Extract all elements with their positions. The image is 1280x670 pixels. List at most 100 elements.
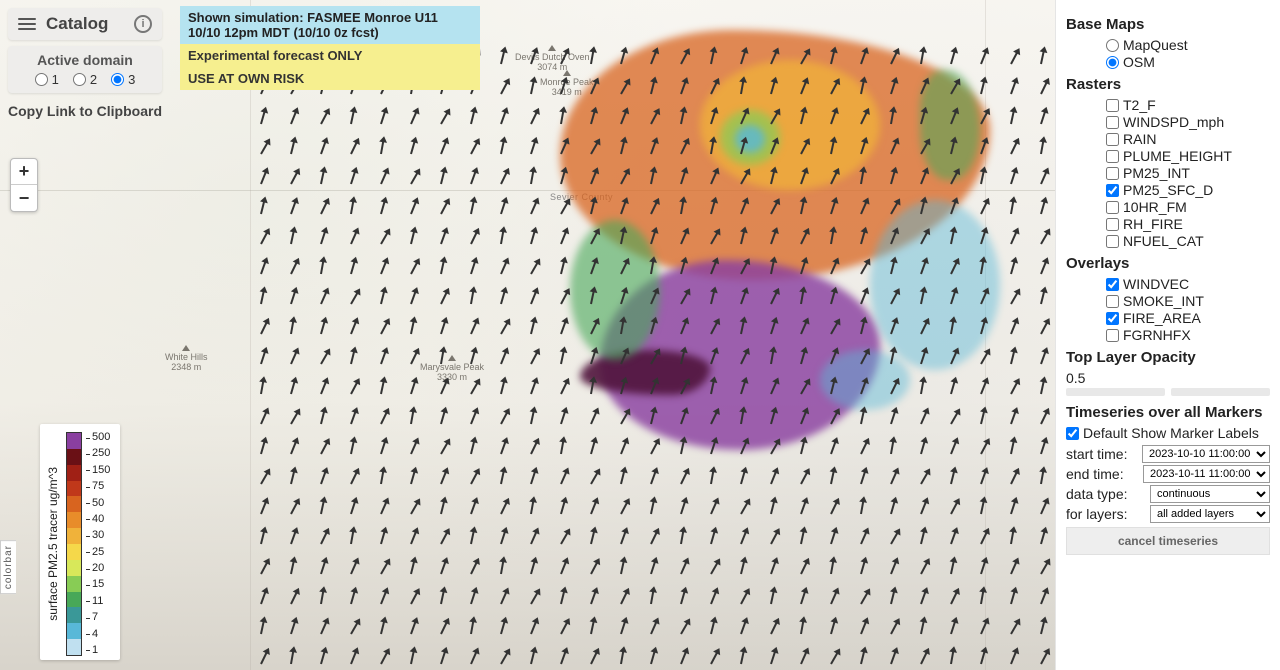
layer-toggle-MapQuest[interactable] xyxy=(1106,39,1119,52)
colorbar-swatch xyxy=(67,449,81,465)
start-time-label: start time: xyxy=(1066,446,1127,462)
layers-panel: Base Maps MapQuestOSM Rasters T2_FWINDSP… xyxy=(1055,0,1280,670)
colorbar-tick: 250 xyxy=(86,448,110,459)
copy-link-button[interactable]: Copy Link to Clipboard xyxy=(8,99,162,123)
menu-icon[interactable] xyxy=(18,18,36,30)
colorbar-tick: 15 xyxy=(86,579,110,590)
colorbar-swatch xyxy=(67,544,81,560)
colorbar-swatch xyxy=(67,496,81,512)
layer-label: PLUME_HEIGHT xyxy=(1123,148,1232,164)
rasters-title: Rasters xyxy=(1066,76,1270,93)
layer-label: 10HR_FM xyxy=(1123,199,1187,215)
sim-banner: Shown simulation: FASMEE Monroe U11 10/1… xyxy=(180,6,480,44)
colorbar-tick: 30 xyxy=(86,530,110,541)
colorbar-tick: 1 xyxy=(86,645,110,656)
warn-banner-2: USE AT OWN RISK xyxy=(180,67,480,90)
marker-labels-text: Default Show Marker Labels xyxy=(1083,425,1259,441)
layer-item-RH_FIRE: RH_FIRE xyxy=(1106,216,1270,232)
layer-toggle-WINDVEC[interactable] xyxy=(1106,278,1119,291)
domain-option-3[interactable]: 3 xyxy=(111,72,135,87)
overlays-title: Overlays xyxy=(1066,255,1270,272)
colorbar-swatch xyxy=(67,576,81,592)
zoom-control: + − xyxy=(10,158,38,212)
colorbar-tick: 7 xyxy=(86,612,110,623)
cancel-timeseries-button[interactable]: cancel timeseries xyxy=(1066,527,1270,555)
layer-item-WINDVEC: WINDVEC xyxy=(1106,276,1270,292)
layer-toggle-RH_FIRE[interactable] xyxy=(1106,218,1119,231)
peak-label: Devils Dutch Oven3074 m xyxy=(515,45,590,73)
colorbar-tick: 20 xyxy=(86,563,110,574)
heat-blob xyxy=(735,125,765,153)
layer-toggle-10HR_FM[interactable] xyxy=(1106,201,1119,214)
catalog-bar: Catalog i xyxy=(8,8,162,40)
layer-label: SMOKE_INT xyxy=(1123,293,1204,309)
zoom-out-button[interactable]: − xyxy=(11,185,37,211)
opacity-slider[interactable] xyxy=(1066,388,1270,396)
layer-label: FIRE_AREA xyxy=(1123,310,1201,326)
heat-blob xyxy=(580,350,710,395)
heat-blob xyxy=(820,350,910,410)
layer-toggle-PM25_SFC_D[interactable] xyxy=(1106,184,1119,197)
layer-item-OSM: OSM xyxy=(1106,54,1270,70)
layer-label: MapQuest xyxy=(1123,37,1188,53)
layer-label: RH_FIRE xyxy=(1123,216,1183,232)
colorbar-tick: 500 xyxy=(86,432,110,443)
catalog-title: Catalog xyxy=(46,14,108,34)
layer-item-FGRNHFX: FGRNHFX xyxy=(1106,327,1270,343)
layer-item-RAIN: RAIN xyxy=(1106,131,1270,147)
layers-label: for layers: xyxy=(1066,506,1127,522)
domain-option-1[interactable]: 1 xyxy=(35,72,59,87)
zoom-in-button[interactable]: + xyxy=(11,159,37,185)
layer-toggle-FIRE_AREA[interactable] xyxy=(1106,312,1119,325)
layer-toggle-FGRNHFX[interactable] xyxy=(1106,329,1119,342)
colorbar-swatch xyxy=(67,639,81,655)
layer-label: WINDVEC xyxy=(1123,276,1189,292)
colorbar-tick: 150 xyxy=(86,465,110,476)
colorbar-swatch xyxy=(67,528,81,544)
domain-radio-1[interactable] xyxy=(35,73,48,86)
colorbar-swatch xyxy=(67,481,81,497)
start-time-select[interactable]: 2023-10-10 11:00:00 xyxy=(1142,445,1270,463)
layer-toggle-PM25_INT[interactable] xyxy=(1106,167,1119,180)
layer-toggle-T2_F[interactable] xyxy=(1106,99,1119,112)
layer-label: PM25_SFC_D xyxy=(1123,182,1213,198)
layer-label: FGRNHFX xyxy=(1123,327,1191,343)
layer-toggle-OSM[interactable] xyxy=(1106,56,1119,69)
opacity-value: 0.5 xyxy=(1066,370,1270,386)
peak-label: White Hills2348 m xyxy=(165,345,208,373)
warn-banner-1: Experimental forecast ONLY xyxy=(180,44,480,67)
colorbar-swatch xyxy=(67,592,81,608)
colorbar: surface PM2.5 tracer ug/m^3 500250150755… xyxy=(40,424,120,660)
layer-toggle-WINDSPD_mph[interactable] xyxy=(1106,116,1119,129)
end-time-select[interactable]: 2023-10-11 11:00:00 xyxy=(1143,465,1270,483)
colorbar-tab[interactable]: colorbar xyxy=(0,540,16,594)
colorbar-tick: 50 xyxy=(86,498,110,509)
marker-labels-checkbox[interactable] xyxy=(1066,427,1079,440)
layer-item-WINDSPD_mph: WINDSPD_mph xyxy=(1106,114,1270,130)
colorbar-tick: 25 xyxy=(86,547,110,558)
colorbar-swatches xyxy=(66,432,82,656)
layer-label: NFUEL_CAT xyxy=(1123,233,1204,249)
layer-toggle-PLUME_HEIGHT[interactable] xyxy=(1106,150,1119,163)
info-icon[interactable]: i xyxy=(134,15,152,33)
colorbar-tick: 11 xyxy=(86,596,110,607)
colorbar-label: surface PM2.5 tracer ug/m^3 xyxy=(46,467,60,621)
timeseries-title: Timeseries over all Markers xyxy=(1066,404,1270,421)
peak-label: Marysvale Peak3330 m xyxy=(420,355,484,383)
colorbar-swatch xyxy=(67,512,81,528)
layer-label: WINDSPD_mph xyxy=(1123,114,1224,130)
layer-label: PM25_INT xyxy=(1123,165,1190,181)
domain-option-2[interactable]: 2 xyxy=(73,72,97,87)
layer-item-FIRE_AREA: FIRE_AREA xyxy=(1106,310,1270,326)
layer-item-T2_F: T2_F xyxy=(1106,97,1270,113)
layer-toggle-NFUEL_CAT[interactable] xyxy=(1106,235,1119,248)
layer-toggle-RAIN[interactable] xyxy=(1106,133,1119,146)
colorbar-ticks: 5002501507550403025201511741 xyxy=(82,432,110,656)
heat-blob xyxy=(570,220,660,360)
data-type-select[interactable]: continuous xyxy=(1150,485,1270,503)
layer-toggle-SMOKE_INT[interactable] xyxy=(1106,295,1119,308)
domain-radio-2[interactable] xyxy=(73,73,86,86)
domain-radio-3[interactable] xyxy=(111,73,124,86)
layer-label: T2_F xyxy=(1123,97,1156,113)
layers-select[interactable]: all added layers xyxy=(1150,505,1270,523)
